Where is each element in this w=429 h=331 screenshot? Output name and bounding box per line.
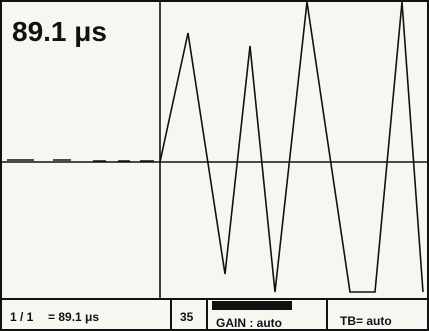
- range-index: 1 / 1: [10, 310, 34, 324]
- range-cell: 1 / 1 = 89.1 μs: [2, 300, 172, 329]
- gain-level-bar: [212, 301, 292, 310]
- gate-cell: 35: [172, 300, 208, 329]
- tb-cell: TB= auto: [328, 300, 427, 329]
- status-bar: 1 / 1 = 89.1 μs 35 GAIN : auto TB= auto: [2, 298, 427, 330]
- gain-label: GAIN : auto: [216, 316, 282, 330]
- gain-cell: GAIN : auto: [208, 300, 328, 330]
- waveform-trace: [159, 2, 424, 293]
- range-value: = 89.1 μs: [48, 310, 100, 324]
- waveform-canvas: [2, 2, 427, 298]
- gate-value: 35: [180, 310, 194, 324]
- time-readout: 89.1 μs: [12, 16, 107, 47]
- waveform-display: 89.1 μs: [2, 2, 427, 298]
- tb-label: TB= auto: [340, 314, 392, 328]
